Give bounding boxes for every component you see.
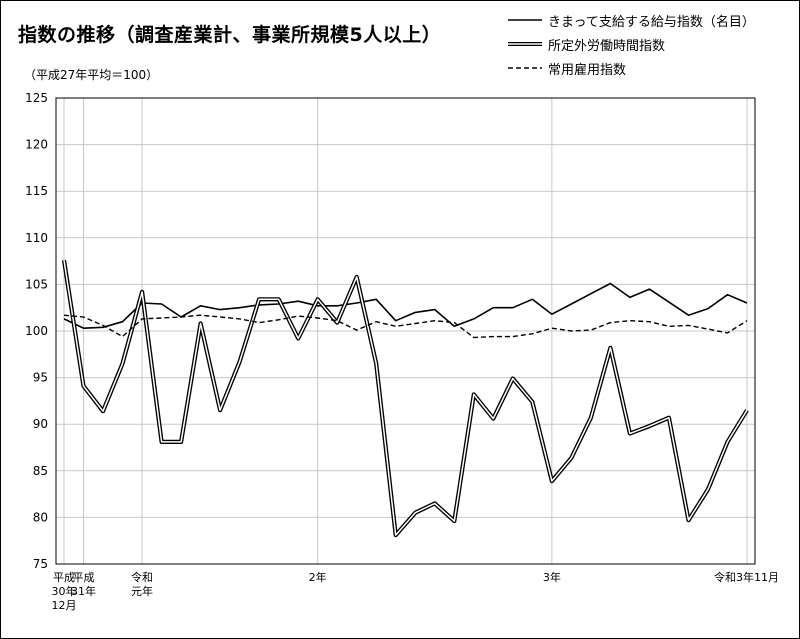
x-tick-label: 令和 [131,570,153,584]
legend-item-wage-index: きまって支給する給与指数（名目） [508,10,788,34]
legend-swatch-solid [508,19,542,21]
legend-swatch-double [508,42,542,46]
y-tick-label: 75 [33,557,48,571]
x-tick-label: 平成 [53,571,75,584]
y-tick-label: 95 [33,371,48,385]
x-tick-label: 令和3年11月 [714,570,779,584]
series-line-wage [63,282,748,330]
y-tick-label: 125 [25,91,48,105]
y-tick-label: 105 [25,277,48,291]
x-tick-label: 31年 [71,584,96,598]
x-tick-label: 元年 [131,584,153,598]
y-tick-label: 110 [25,231,48,245]
plot-border [55,97,756,565]
y-tick-label: 90 [33,417,48,431]
legend-item-overtime-index: 所定外労働時間指数 [508,34,788,58]
chart-title: 指数の推移（調査産業計、事業所規模5人以上） [18,24,442,46]
chart-subtitle: （平成27年平均＝100） [24,68,159,82]
y-tick-label: 80 [33,510,48,524]
series-line-overtime-inner [63,260,748,536]
x-tick-label: 3年 [543,570,561,584]
x-tick-label: 12月 [52,599,77,612]
x-tick-label: 平成 [73,571,95,584]
legend-label-wage-index: きまって支給する給与指数（名目） [548,15,755,30]
x-tick-label: 30年 [52,584,77,598]
legend-label-employment-index: 常用雇用指数 [548,63,627,78]
chart-legend: きまって支給する給与指数（名目） 所定外労働時間指数 常用雇用指数 [508,10,788,82]
y-tick-label: 115 [25,184,48,198]
y-tick-label: 100 [25,324,48,338]
legend-swatch-dashed [508,67,542,69]
y-tick-label: 85 [33,464,48,478]
legend-label-overtime-index: 所定外労働時間指数 [548,39,666,54]
legend-item-employment-index: 常用雇用指数 [508,58,788,82]
series-line-employment [63,314,748,339]
y-tick-label: 120 [25,138,48,152]
x-tick-label: 2年 [309,570,327,584]
